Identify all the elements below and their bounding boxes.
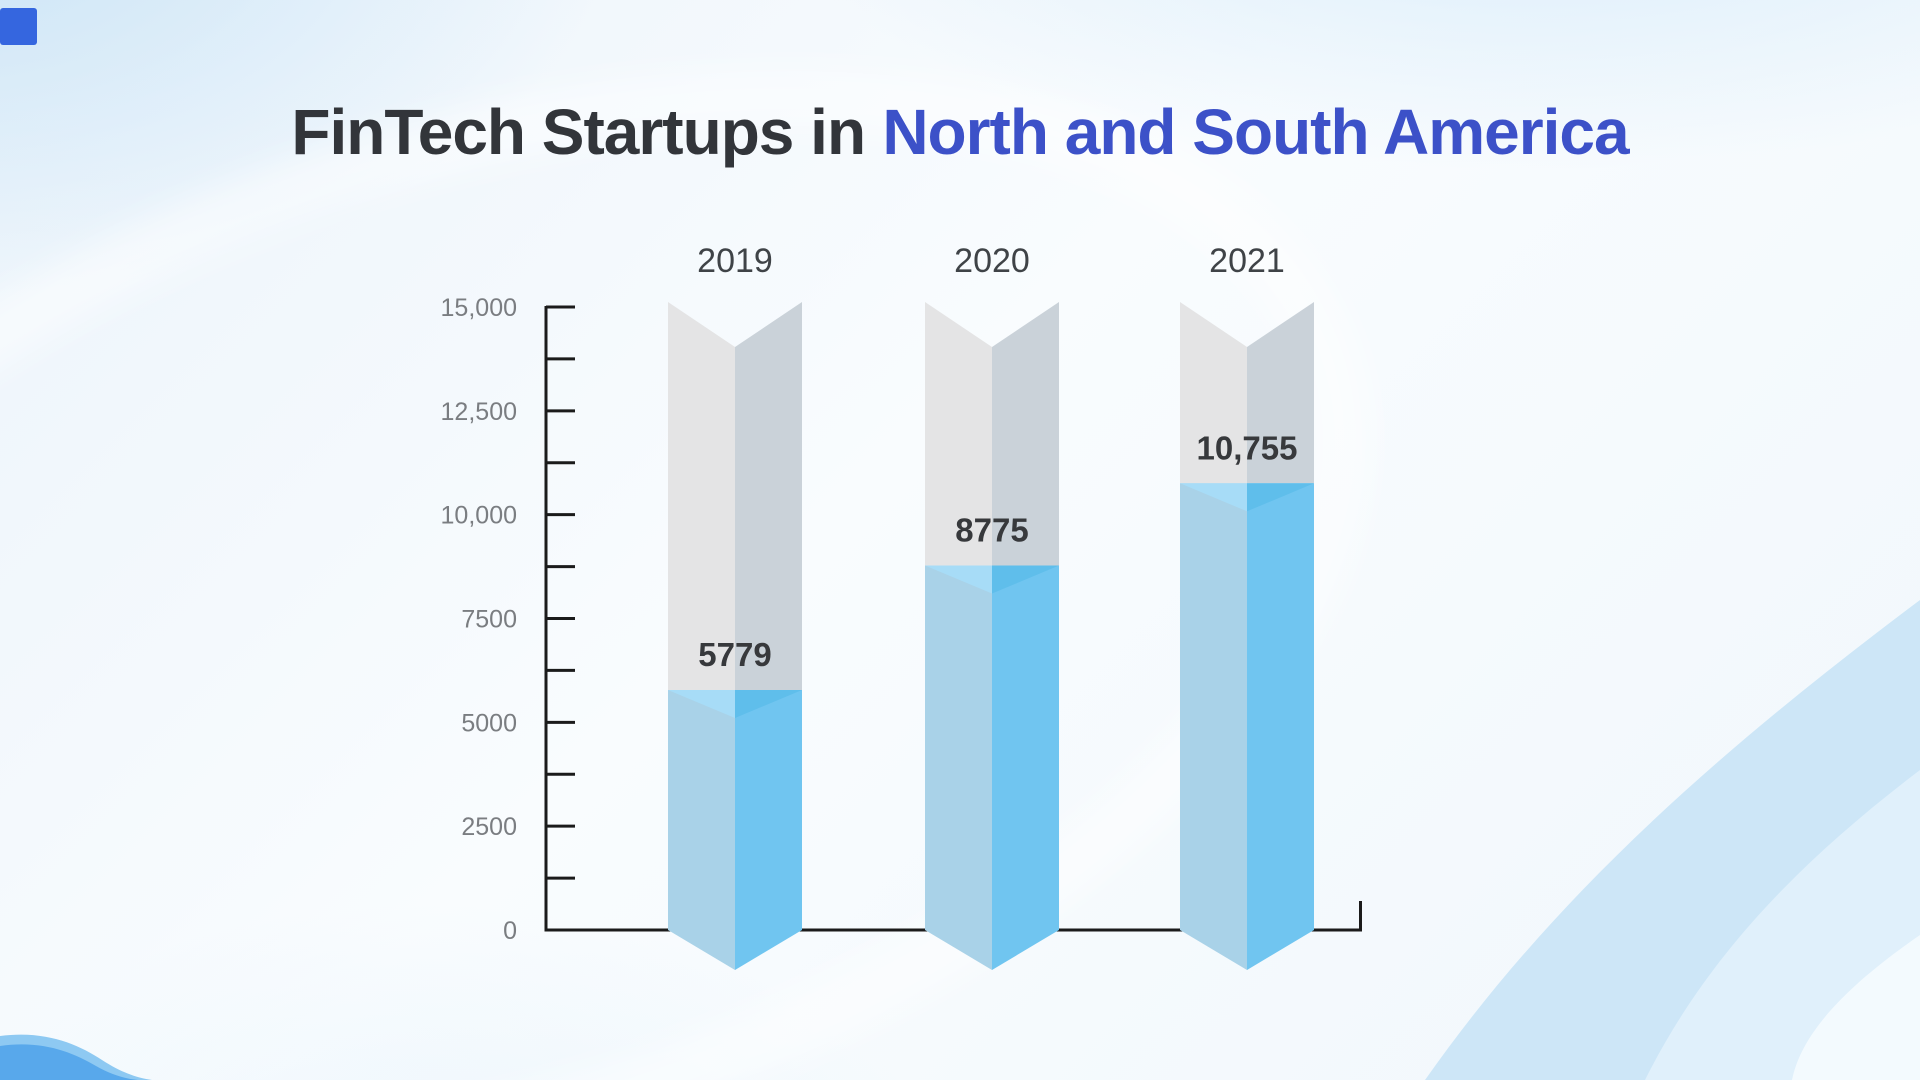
y-axis-tick-label: 7500 bbox=[461, 606, 517, 634]
bar-fill-surface-right bbox=[1247, 483, 1314, 512]
y-axis-tick-label: 2500 bbox=[461, 813, 517, 841]
chart-title-prefix: FinTech Startups in bbox=[291, 95, 866, 168]
y-axis-tick-label: 15,000 bbox=[441, 294, 517, 322]
bar-fill-right-face bbox=[1247, 483, 1314, 970]
y-axis-tick-label: 5000 bbox=[461, 709, 517, 737]
bar-fill-right-face bbox=[992, 565, 1059, 970]
y-axis-tick-label: 0 bbox=[503, 917, 517, 945]
bar-value-label: 8775 bbox=[955, 512, 1028, 549]
bar-group-2021: 10,755 2021 bbox=[1180, 242, 1314, 970]
y-axis-tick-label: 12,500 bbox=[441, 398, 517, 426]
bar-track-left-face bbox=[668, 302, 735, 690]
bar-year-label: 2020 bbox=[954, 242, 1030, 280]
bar-fill-surface-left bbox=[1180, 483, 1247, 512]
bar-track-right-face bbox=[992, 302, 1059, 566]
bar-fill-surface-right bbox=[992, 565, 1059, 594]
bar-group-2019: 5779 2019 bbox=[668, 242, 802, 970]
bar-track-right-face bbox=[1247, 302, 1314, 484]
chart-title-highlight: North and South America bbox=[882, 95, 1629, 168]
bar-fill-surface-left bbox=[668, 689, 735, 718]
chart-title: FinTech Startups in North and South Ameri… bbox=[0, 96, 1920, 170]
bar-year-label: 2019 bbox=[697, 242, 773, 280]
bar-fill-right-face bbox=[735, 689, 802, 970]
bar-year-label: 2021 bbox=[1209, 242, 1285, 280]
bar-fill-left-face bbox=[1180, 483, 1247, 970]
bar-value-label: 10,755 bbox=[1197, 429, 1298, 466]
bar-track-left-face bbox=[1180, 302, 1247, 484]
y-axis-tick-label: 10,000 bbox=[441, 502, 517, 530]
bar-track-left-face bbox=[925, 302, 992, 566]
corner-accent-square bbox=[0, 8, 37, 45]
corner-wave-decoration bbox=[0, 1044, 138, 1080]
bottom-right-blob-corner bbox=[1792, 935, 1920, 1080]
bar-fill-left-face bbox=[925, 565, 992, 970]
bar-group-2020: 8775 2020 bbox=[925, 242, 1059, 970]
bar-fill-surface-right bbox=[735, 689, 802, 718]
bar-value-label: 5779 bbox=[698, 636, 771, 673]
bar-fill-surface-left bbox=[925, 565, 992, 594]
bar-fill-left-face bbox=[668, 689, 735, 970]
bar-track-right-face bbox=[735, 302, 802, 690]
